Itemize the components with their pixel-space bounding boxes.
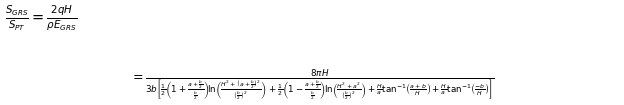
Text: $= \frac{8\pi H}{3b\left[\frac{1}{2}\left(1+\frac{a+\frac{b}{2}}{\frac{b}{2}}\ri: $= \frac{8\pi H}{3b\left[\frac{1}{2}\lef… — [130, 68, 494, 103]
Text: $\frac{S_{GRS}}{S_{PT}} = \frac{2qH}{\rho E_{GRS}}$: $\frac{S_{GRS}}{S_{PT}} = \frac{2qH}{\rh… — [5, 3, 77, 33]
